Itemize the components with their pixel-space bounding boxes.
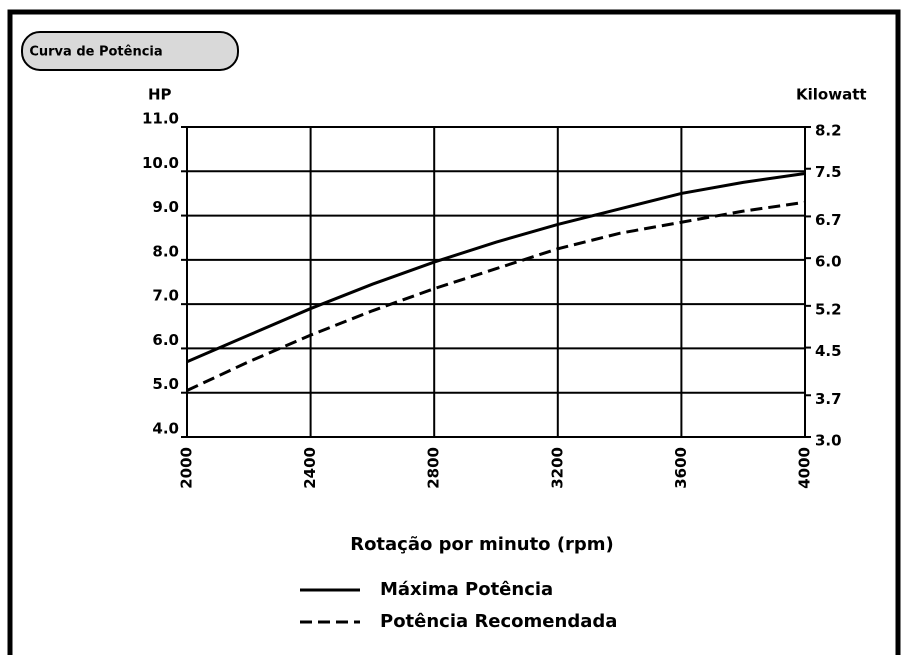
x-tick-label: 2000 <box>178 447 196 489</box>
y2-tick-label: 8.2 <box>815 122 842 140</box>
y-tick-label: 11.0 <box>142 110 179 128</box>
x-axis-label: Rotação por minuto (rpm) <box>350 534 614 555</box>
series-line <box>186 200 806 392</box>
x-tick-label: 2400 <box>301 447 319 489</box>
y2-tick-label: 3.0 <box>815 432 842 450</box>
y-tick-label: 8.0 <box>152 242 179 260</box>
y2-tick-label: 3.7 <box>815 390 842 408</box>
y2-axis-label: Kilowatt <box>796 86 867 104</box>
badge: Curva de Potência <box>29 45 162 60</box>
y-tick-label: 4.0 <box>152 420 179 438</box>
y2-tick-label: 4.5 <box>815 342 842 360</box>
y2-tick-label: 6.0 <box>815 253 842 271</box>
y-tick-label: 9.0 <box>152 198 179 216</box>
plot-border <box>186 126 806 438</box>
series-line <box>186 172 806 364</box>
y2-tick-label: 7.5 <box>815 163 842 181</box>
frame <box>7 9 901 655</box>
y-tick-label: 6.0 <box>152 331 179 349</box>
y-tick-label: 10.0 <box>142 154 179 172</box>
y-tick-label: 7.0 <box>152 287 179 305</box>
y-axis-label: HP <box>148 86 172 104</box>
x-tick-label: 2800 <box>425 447 443 489</box>
x-tick-label: 3200 <box>548 447 566 489</box>
y-tick-label: 5.0 <box>152 375 179 393</box>
x-tick-label: 3600 <box>672 447 690 489</box>
y2-tick-label: 6.7 <box>815 211 842 229</box>
legend-label: Potência Recomendada <box>380 611 617 632</box>
x-tick-label: 4000 <box>796 447 814 489</box>
legend-label: Máxima Potência <box>380 579 553 600</box>
y2-tick-label: 5.2 <box>815 300 842 318</box>
badge-box <box>21 31 239 71</box>
